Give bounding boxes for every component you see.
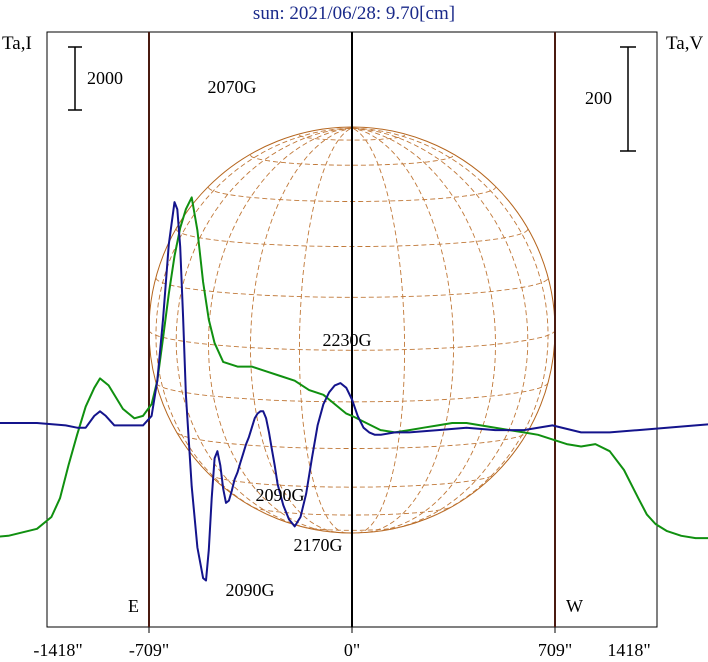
x-tick-label: -1418" [33,640,82,660]
longitude-line [351,127,405,534]
series-blue-line [0,201,708,582]
field-annotation: 2090G [256,485,305,505]
left-scale-label: 2000 [87,68,123,88]
longitude-line [208,127,353,533]
x-tick-label: 1418" [607,640,650,660]
x-tick-label: -709" [129,640,169,660]
right-axis-label: Ta,V [666,33,703,54]
field-annotation: 2170G [294,535,343,555]
longitude-line [351,127,529,531]
field-annotation: 2090G [226,580,275,600]
longitude-line [351,127,549,518]
chart-title: sun: 2021/06/28: 9.70[cm] [252,3,456,24]
limb-marker-west: W [566,596,583,616]
latitude-line [299,134,405,141]
latitude-line [155,383,549,403]
left-axis-label: Ta,I [2,33,32,54]
longitude-line [351,127,454,533]
field-annotation: 2070G [208,77,257,97]
right-scale-label: 200 [585,88,612,108]
longitude-line [351,127,496,533]
limb-marker-east: E [128,596,139,616]
x-tick-label: 0" [344,640,360,660]
longitude-line [299,127,353,534]
longitude-line [250,127,353,533]
longitude-line [175,127,353,531]
field-annotation: 2230G [323,330,372,350]
x-tick-label: 709" [538,640,572,660]
series-green-line [0,196,708,540]
longitude-line [155,127,353,518]
